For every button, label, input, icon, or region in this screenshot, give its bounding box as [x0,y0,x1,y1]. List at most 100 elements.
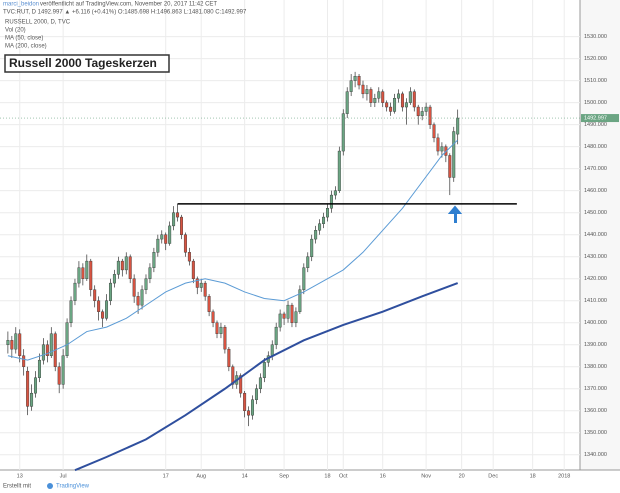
candle-body [112,274,116,284]
x-tick-label: 20 [459,473,465,479]
x-tick-label: 14 [242,473,248,479]
candle-body [440,146,444,152]
candle-body [219,326,223,334]
y-tick-label: 1340.000 [584,452,607,458]
candle-body [302,267,306,290]
candle-body [132,278,136,297]
candle-body [270,344,274,356]
x-tick-label: 18 [530,473,536,479]
candle-body [420,111,424,117]
candle-body [61,355,65,385]
candle-body [373,98,377,103]
candle-body [322,216,326,224]
moving-average [7,139,459,361]
candle-body [282,313,286,319]
y-tick-label: 1430.000 [584,254,607,260]
x-tick-label: Oct [339,473,348,479]
x-tick-label: 2018 [558,473,570,479]
candle-body [65,322,69,356]
candle-body [393,98,397,112]
legend-item: MA (200, close) [5,44,47,50]
y-tick-label: 1530.000 [584,34,607,40]
y-tick-label: 1480.000 [584,144,607,150]
candle-body [77,267,81,284]
logo [47,483,53,489]
candle-body [274,326,278,345]
candle-body [45,344,49,356]
candle-body [424,106,428,112]
y-tick-label: 1360.000 [584,408,607,414]
candle-body [365,89,369,95]
candle-body [254,388,258,400]
candle-body [428,106,432,125]
y-tick-label: 1400.000 [584,320,607,326]
candle-body [448,155,452,178]
candle-body [180,216,183,235]
candle-body [105,300,109,319]
candle-body [6,340,10,345]
y-tick-label: 1420.000 [584,276,607,282]
y-tick-label: 1460.000 [584,188,607,194]
candle-body [329,194,333,209]
axes: 1340.000 1350.000 1360.000 1370.000 1380.000… [17,34,619,479]
candle-body [349,80,353,92]
candle-body [81,267,85,279]
candle-body [432,124,436,139]
legend-item: RUSSELL 2000, D, TVC [5,20,71,26]
candle-body [34,377,37,394]
candle-body [168,225,172,244]
candle-body [156,238,160,253]
title-box [4,54,170,73]
candle-body [456,117,460,135]
candle-body [191,260,195,279]
candle-body [262,362,266,378]
published: veröffentlicht auf TradingView.com, Nove… [40,2,217,8]
candle-body [140,289,144,306]
y-tick-label: 1470.000 [584,166,607,172]
candle-body [160,234,164,240]
candle-body [30,392,34,407]
plot [0,71,580,472]
candle-body [361,84,365,95]
candle-body [18,333,22,356]
arrow [447,205,463,223]
candle-body [89,260,93,290]
y-tick-label: 1450.000 [584,210,607,216]
candle-body [207,296,211,312]
candle-body [341,113,345,152]
candle-body [290,304,294,323]
candle-body [400,93,404,108]
x-tick-label: Nov [421,473,431,479]
candle-body [215,322,219,334]
candle-body [183,234,187,253]
last-price-label: 1492.997 [584,116,607,122]
candle-body [381,91,385,103]
candle-body [416,106,420,117]
candle-body [389,106,393,112]
footer-brand: TradingView [56,484,90,490]
candle-body [164,234,168,244]
candle-body [408,91,412,103]
candle-body [152,252,156,268]
candle-body [144,278,148,290]
candle-body [108,282,112,301]
y-tick-label: 1440.000 [584,232,607,238]
candle-body [195,278,199,288]
candle-body [247,410,251,416]
x-tick-label: 17 [163,473,169,479]
candle-body [298,289,302,312]
candle-body [69,300,73,323]
candle-body [124,256,128,271]
legend-item: MA (50, close) [5,36,43,42]
y-tick-label: 1390.000 [584,342,607,348]
candle-body [369,89,373,103]
candle-body [314,230,318,240]
candle-body [310,238,314,257]
candle-body [278,313,282,328]
x-tick-label: Sep [279,473,289,479]
candle-body [199,282,203,288]
x-tick-label: Jul [60,473,67,479]
candle-body [57,366,61,385]
candle-body [357,76,361,86]
